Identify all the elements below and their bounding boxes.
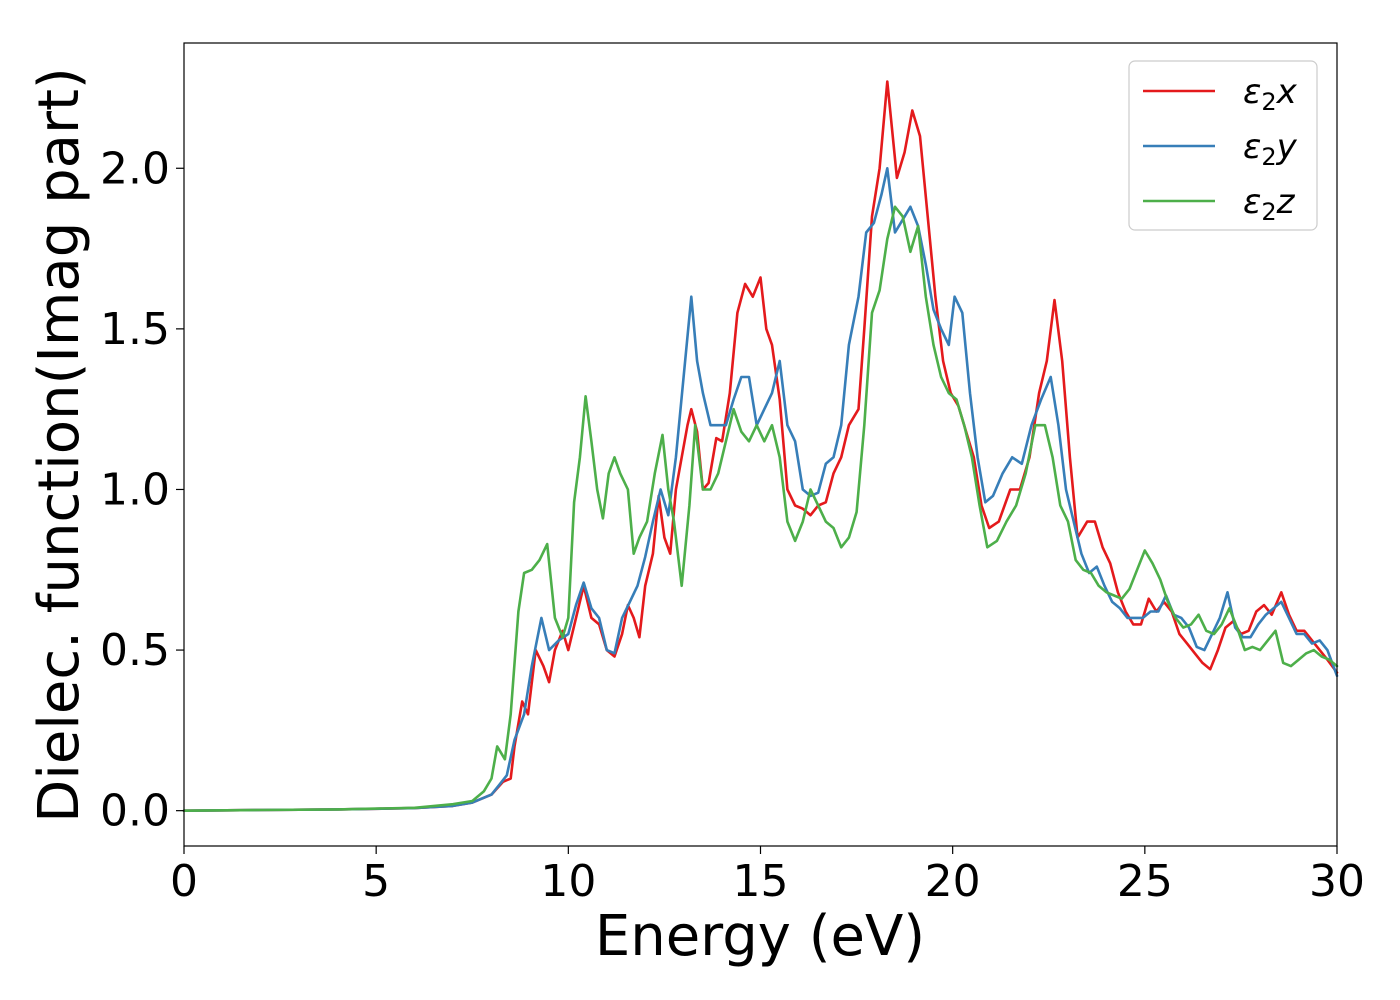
- series-layer: [182, 80, 1339, 812]
- legend-label-z: ε2z: [1243, 182, 1296, 226]
- y-tick-label: 1.0: [100, 464, 170, 515]
- y-tick-label: 2.0: [100, 143, 170, 194]
- legend-label-x: ε2x: [1243, 72, 1298, 116]
- y-tick-label: 1.5: [100, 304, 170, 355]
- y-axis-label: Dielec. function(Imag part): [27, 67, 92, 823]
- y-axis: 0.0 0.5 1.0 1.5 2.0: [100, 143, 184, 837]
- x-tick-label: 10: [540, 856, 596, 907]
- x-tick-label: 5: [362, 856, 390, 907]
- x-tick-label: 0: [170, 856, 198, 907]
- x-axis: 0 5 10 15 20 25 30: [170, 846, 1365, 907]
- legend-label-y: ε2y: [1243, 127, 1298, 171]
- y-tick-label: 0.0: [100, 786, 170, 837]
- legend: ε2x ε2y ε2z: [1128, 60, 1318, 231]
- x-tick-label: 25: [1117, 856, 1173, 907]
- x-tick-label: 20: [925, 856, 981, 907]
- x-tick-label: 30: [1309, 856, 1365, 907]
- x-axis-label: Energy (eV): [595, 904, 925, 969]
- legend-frame: [1128, 60, 1318, 231]
- series-line-y: [182, 167, 1339, 812]
- series-line-z: [182, 205, 1339, 812]
- series-line-x: [182, 80, 1339, 812]
- y-tick-label: 0.5: [100, 625, 170, 676]
- x-tick-label: 15: [733, 856, 789, 907]
